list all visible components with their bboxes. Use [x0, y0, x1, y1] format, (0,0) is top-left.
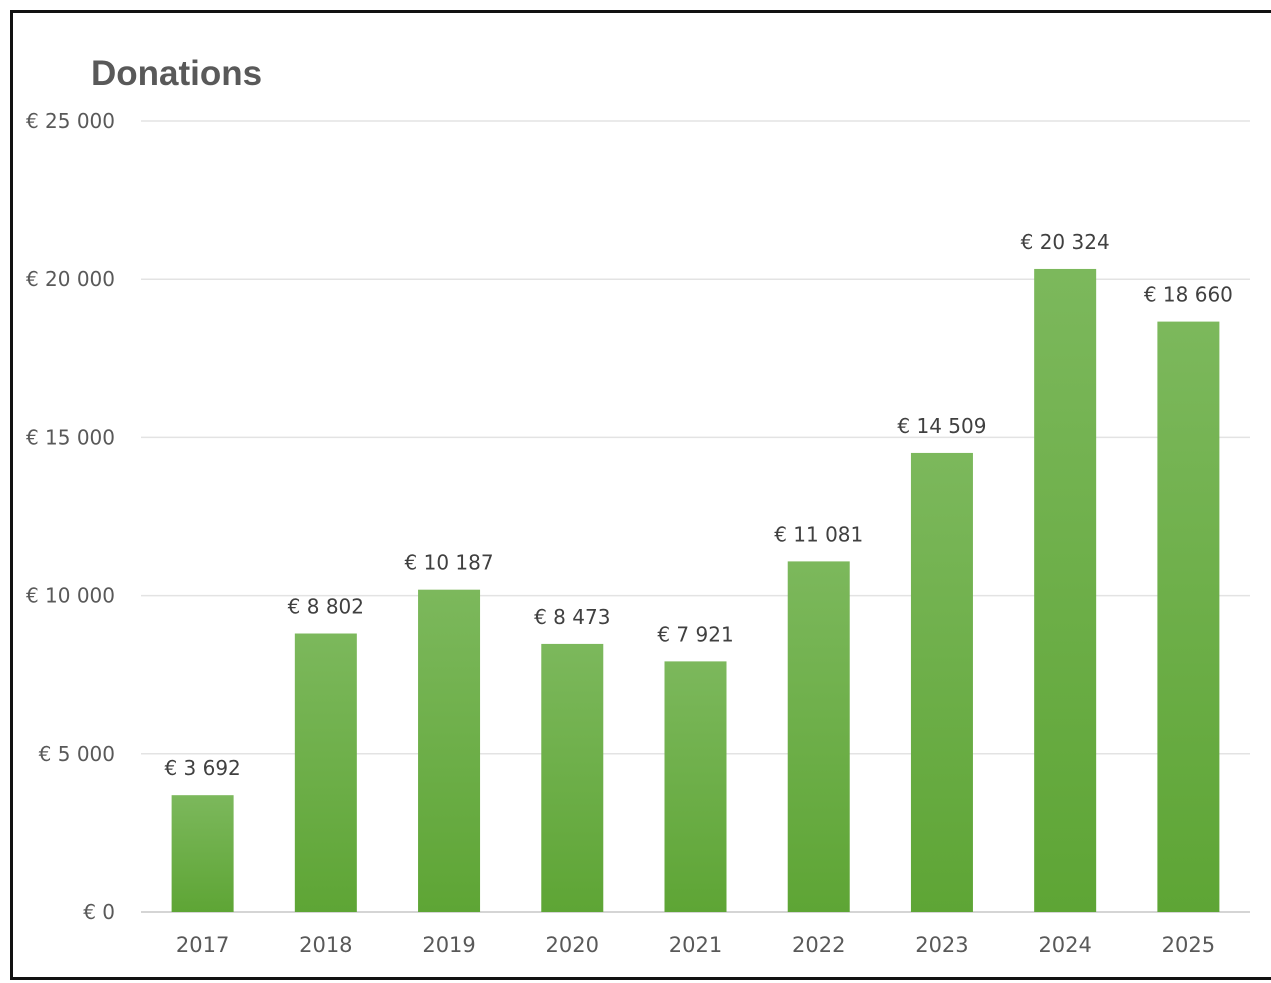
chart-title: Donations [91, 54, 262, 93]
bars [171, 268, 1220, 913]
data-label-2019: € 10 187 [405, 551, 494, 575]
x-tick-label-2025: 2025 [1162, 933, 1215, 957]
data-label-2024: € 20 324 [1021, 230, 1110, 254]
data-label-2018: € 8 802 [288, 595, 364, 619]
bar-2023 [910, 452, 973, 912]
x-tick-label-2023: 2023 [915, 933, 968, 957]
data-labels: € 3 692 € 8 802 € 10 187 € 8 473 € 7 921 € 11… [164, 230, 1232, 780]
data-label-2020: € 8 473 [534, 605, 610, 629]
bar-2020 [541, 643, 604, 912]
data-label-2025: € 18 660 [1144, 283, 1233, 307]
data-label-2021: € 7 921 [657, 622, 733, 646]
x-tick-label-2022: 2022 [792, 933, 845, 957]
y-tick-label: € 0 [83, 900, 115, 924]
y-tick-label: € 15 000 [26, 425, 115, 449]
x-tick-label-2017: 2017 [176, 933, 229, 957]
y-tick-label: € 20 000 [26, 267, 115, 291]
bar-2022 [787, 561, 850, 912]
data-label-2023: € 14 509 [897, 414, 986, 438]
y-tick-label: € 25 000 [26, 109, 115, 133]
x-tick-label-2019: 2019 [422, 933, 475, 957]
bar-2021 [664, 661, 727, 912]
bar-2017 [171, 795, 234, 912]
bar-2019 [418, 589, 481, 912]
bar-2025 [1157, 321, 1220, 912]
x-tick-label-2021: 2021 [669, 933, 722, 957]
x-tick-label-2024: 2024 [1038, 933, 1091, 957]
x-tick-label-2020: 2020 [546, 933, 599, 957]
y-tick-label: € 10 000 [26, 584, 115, 608]
y-axis-ticks: € 0 € 5 000 € 10 000 € 15 000 € 20 000 € 25 0… [26, 109, 115, 924]
bar-2018 [294, 633, 357, 912]
bar-2024 [1034, 268, 1097, 913]
y-tick-label: € 5 000 [39, 742, 115, 766]
donations-bar-chart: Donations € 0 € 5 000 € 10 000 € 15 000 € 20… [26, 54, 1250, 957]
chart-frame: Donations € 0 € 5 000 € 10 000 € 15 000 € 20… [10, 10, 1271, 980]
data-label-2022: € 11 081 [774, 522, 863, 546]
data-label-2017: € 3 692 [164, 756, 240, 780]
x-tick-label-2018: 2018 [299, 933, 352, 957]
x-axis-ticks: 2017 2018 2019 2020 2021 2022 2023 2024 2025 [176, 933, 1215, 957]
